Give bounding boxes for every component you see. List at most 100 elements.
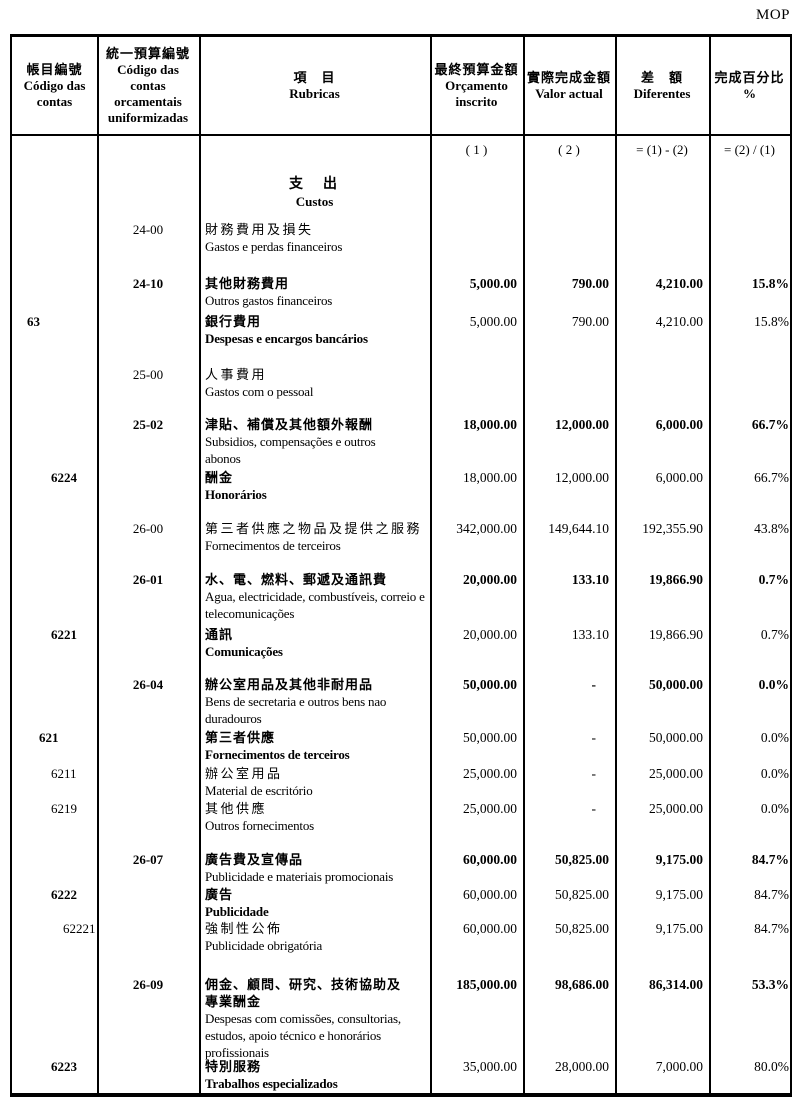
- rubric-cell: 特別服務 Trabalhos especializados: [199, 1058, 430, 1091]
- rubric-title-pt: Publicidade obrigatória: [205, 938, 323, 953]
- account-code: 62221: [63, 921, 96, 936]
- rubric-title-pt: Subsidios, compensações e outros abonos: [205, 434, 376, 466]
- rubric-title-zh: 辦公室用品: [205, 766, 283, 781]
- budget-code: 25-02: [132, 417, 164, 432]
- rubric-cell: 第三者供應之物品及提供之服務 Fornecimentos de terceiro…: [199, 520, 430, 554]
- budget-code: 25-00: [132, 367, 164, 382]
- budget-amount-cell: 185,000.00: [456, 977, 517, 992]
- actual-amount-cell: -: [591, 801, 597, 816]
- formula-label-difference: = (1) - (2): [636, 142, 688, 157]
- rubric-title-zh: 財務費用及損失: [205, 222, 314, 237]
- difference-cell: 9,175.00: [655, 887, 703, 902]
- actual-amount-cell: 790.00: [571, 276, 609, 291]
- header-zh: 最終預算金額: [434, 62, 519, 77]
- table-row: 26-00 第三者供應之物品及提供之服務 Fornecimentos de te…: [12, 520, 790, 554]
- header-col-completion-percentage: 完成百分比 %: [709, 69, 790, 102]
- difference-cell: 192,355.90: [642, 521, 703, 536]
- rubric-cell: 佣金、顧問、研究、技術協助及 專業酬金 Despesas com comissõ…: [199, 976, 430, 1061]
- rubric-title-zh: 其他供應: [205, 801, 268, 816]
- table-row: 62221 強制性公佈 Publicidade obrigatória 60,0…: [12, 920, 790, 954]
- percentage-cell: 84.7%: [754, 887, 789, 902]
- rubric-title-pt: Gastos com o pessoal: [205, 384, 314, 399]
- rubric-title-zh: 辦公室用品及其他非耐用品: [205, 677, 374, 692]
- budget-amount-cell: 60,000.00: [463, 921, 517, 936]
- header-pt: %: [743, 86, 756, 101]
- budget-code-cell: 26-04: [97, 676, 199, 693]
- budget-code-cell: 26-00: [97, 520, 199, 537]
- rubric-title-pt: Bens de secretaria e outros bens nao dur…: [205, 694, 387, 726]
- budget-amount-cell: 35,000.00: [463, 1059, 517, 1074]
- budget-amount-cell: 60,000.00: [463, 887, 517, 902]
- difference-cell: 4,210.00: [655, 314, 703, 329]
- column-separator: [523, 37, 525, 1093]
- budget-amount-cell: 25,000.00: [463, 766, 517, 781]
- header-zh: 項 目: [293, 70, 336, 85]
- percentage-cell: 0.7%: [760, 627, 789, 642]
- rubric-cell: 辦公室用品 Material de escritório: [199, 765, 430, 799]
- rubric-title-pt: Despesas com comissões, consultorias, es…: [205, 1011, 401, 1060]
- percentage-cell: 84.7%: [754, 921, 789, 936]
- difference-cell: 86,314.00: [649, 977, 703, 992]
- percentage-cell: 0.0%: [760, 766, 789, 781]
- column-separator: [709, 37, 711, 1093]
- header-pt: Código das contas orcamentais uniformiza…: [107, 62, 189, 125]
- percentage-cell: 15.8%: [754, 314, 789, 329]
- table-row: 6224 酬金 Honorários 18,000.00 12,000.00 6…: [12, 469, 790, 503]
- actual-amount-cell: 149,644.10: [548, 521, 609, 536]
- table-row: 24-10 其他財務費用 Outros gastos financeiros 5…: [12, 275, 790, 309]
- header-col-difference: 差 額 Diferentes: [615, 69, 709, 102]
- budget-code: 26-04: [132, 677, 164, 692]
- account-code: 6223: [51, 1059, 77, 1074]
- budget-amount-cell: 18,000.00: [463, 470, 517, 485]
- percentage-cell: 84.7%: [751, 852, 789, 867]
- account-code-cell: 6221: [12, 626, 97, 643]
- header-col-final-budget: 最終預算金額 Orçamento inscrito: [430, 61, 523, 110]
- budget-amount-cell: 5,000.00: [469, 314, 517, 329]
- difference-cell: 50,000.00: [649, 730, 703, 745]
- account-code: 621: [39, 730, 59, 745]
- account-code-cell: 621: [12, 729, 97, 746]
- budget-amount-cell: 20,000.00: [463, 572, 517, 587]
- section-title-pt: Custos: [295, 194, 334, 209]
- account-code-cell: 6211: [12, 765, 97, 782]
- formula-label-ratio: = (2) / (1): [723, 142, 775, 157]
- budget-amount-cell: 25,000.00: [463, 801, 517, 816]
- account-code-cell: 6222: [12, 886, 97, 903]
- header-pt: Diferentes: [633, 86, 691, 101]
- difference-cell: 9,175.00: [655, 921, 703, 936]
- table-row: 26-04 辦公室用品及其他非耐用品 Bens de secretaria e …: [12, 676, 790, 727]
- account-code: 6221: [51, 627, 77, 642]
- table-row: 25-00 人事費用 Gastos com o pessoal: [12, 366, 790, 400]
- section-title-zh: 支 出: [289, 177, 340, 192]
- rubric-cell: 酬金 Honorários: [199, 469, 430, 503]
- header-zh: 差 額: [640, 70, 683, 85]
- actual-amount-cell: -: [591, 766, 597, 781]
- actual-amount-cell: 98,686.00: [555, 977, 609, 992]
- budget-code-cell: 25-00: [97, 366, 199, 383]
- header-pt: Valor actual: [535, 86, 603, 101]
- formula-label-1: ( 1 ): [465, 142, 488, 157]
- budget-code: 24-00: [132, 222, 164, 237]
- account-code: 6219: [51, 801, 77, 816]
- rubric-title-zh: 銀行費用: [205, 314, 262, 329]
- actual-amount-cell: -: [591, 677, 597, 692]
- difference-cell: 9,175.00: [655, 852, 703, 867]
- percentage-cell: 53.3%: [751, 977, 789, 992]
- rubric-title-zh: 特別服務: [205, 1059, 262, 1074]
- rubric-cell: 廣告 Publicidade: [199, 886, 430, 920]
- rubric-title-zh: 人事費用: [205, 367, 268, 382]
- rubric-cell: 水、電、燃料、郵遞及通訊費 Agua, electricidade, combu…: [199, 571, 430, 622]
- rubric-cell: 第三者供應 Fornecimentos de terceiros: [199, 729, 430, 763]
- budget-code-cell: 24-10: [97, 275, 199, 292]
- rubric-cell: 津貼、補償及其他額外報酬 Subsidios, compensações e o…: [199, 416, 430, 467]
- rubric-title-zh: 水、電、燃料、郵遞及通訊費: [205, 572, 388, 587]
- table-row: 621 第三者供應 Fornecimentos de terceiros 50,…: [12, 729, 790, 763]
- budget-code: 24-10: [132, 276, 164, 291]
- difference-cell: 6,000.00: [655, 417, 703, 432]
- header-col-actual-value: 實際完成金額 Valor actual: [523, 69, 615, 102]
- budget-code-cell: 26-09: [97, 976, 199, 993]
- header-col-rubrics: 項 目 Rubricas: [199, 69, 430, 102]
- percentage-cell: 0.0%: [758, 677, 789, 692]
- rubric-title-zh: 津貼、補償及其他額外報酬: [205, 417, 374, 432]
- difference-cell: 50,000.00: [649, 677, 703, 692]
